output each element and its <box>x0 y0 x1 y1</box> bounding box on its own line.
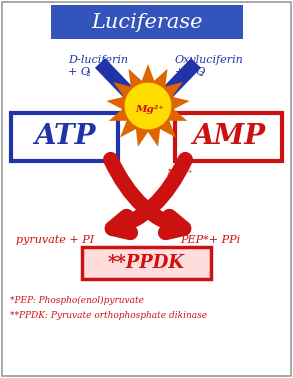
Text: pyruvate + PI: pyruvate + PI <box>16 235 94 245</box>
FancyBboxPatch shape <box>51 5 243 39</box>
Text: Mg²⁺: Mg²⁺ <box>136 105 164 115</box>
Text: 2: 2 <box>198 70 203 78</box>
Text: ATP: ATP <box>34 124 95 150</box>
FancyBboxPatch shape <box>175 113 282 161</box>
FancyBboxPatch shape <box>11 113 118 161</box>
FancyBboxPatch shape <box>82 247 211 279</box>
Text: *PEP: Phospho(enol)pyruvate: *PEP: Phospho(enol)pyruvate <box>10 296 144 305</box>
Text: + CO: + CO <box>175 67 205 77</box>
Polygon shape <box>148 58 201 113</box>
Polygon shape <box>106 64 190 147</box>
Text: Luciferase: Luciferase <box>91 12 203 31</box>
Polygon shape <box>125 83 171 129</box>
Text: **PPDK: **PPDK <box>108 254 185 272</box>
Polygon shape <box>95 58 148 113</box>
Text: AMP: AMP <box>192 124 265 150</box>
Text: 2: 2 <box>85 70 90 78</box>
Text: D-luciferin: D-luciferin <box>68 55 128 65</box>
Text: PEP*+ PPi: PEP*+ PPi <box>180 235 240 245</box>
Text: Mg²⁺: Mg²⁺ <box>166 169 193 178</box>
Text: Oxyluciferin: Oxyluciferin <box>175 55 244 65</box>
Text: + O: + O <box>68 67 90 77</box>
Text: **PPDK: Pyruvate orthophosphate dikinase: **PPDK: Pyruvate orthophosphate dikinase <box>10 311 207 321</box>
